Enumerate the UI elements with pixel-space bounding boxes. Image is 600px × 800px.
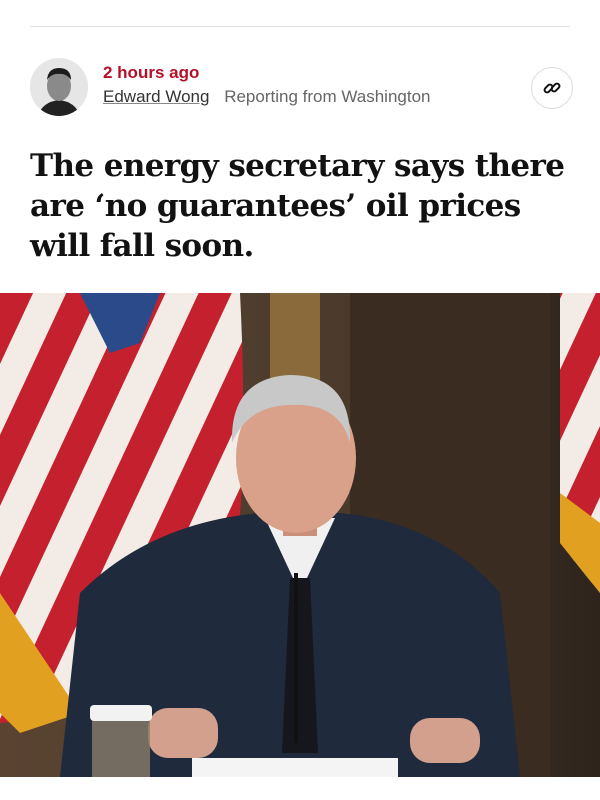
author-avatar[interactable] <box>30 58 88 116</box>
headline: The energy secretary says there are ‘no … <box>30 148 565 264</box>
dateline: Reporting from Washington <box>224 87 431 106</box>
byline: Edward Wong Reporting from Washington <box>103 87 431 107</box>
timestamp: 2 hours ago <box>103 63 200 82</box>
copy-link-button[interactable] <box>531 67 573 109</box>
divider <box>30 26 570 27</box>
article-photo[interactable] <box>0 293 600 777</box>
author-link[interactable]: Edward Wong <box>103 87 210 106</box>
link-icon <box>543 82 561 94</box>
